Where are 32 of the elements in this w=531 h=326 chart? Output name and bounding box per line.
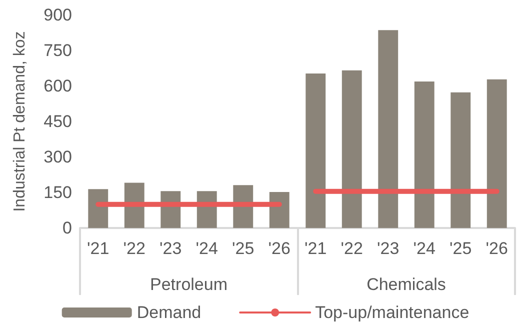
- y-tick-label: 0: [62, 218, 72, 238]
- bar: [342, 70, 362, 228]
- x-tick-label: '22: [340, 239, 363, 258]
- y-tick-label: 900: [44, 6, 72, 24]
- y-tick-label: 600: [44, 76, 72, 96]
- x-tick-label: '21: [304, 239, 327, 258]
- bar: [306, 73, 326, 228]
- text: Petroleum: [150, 275, 228, 294]
- bar: [378, 30, 398, 228]
- x-tick-label: '26: [486, 239, 508, 258]
- x-tick-label: '25: [450, 239, 472, 258]
- x-tick-label: '23: [377, 239, 400, 258]
- y-tick-label: 300: [44, 148, 72, 166]
- x-tick-label: '24: [196, 239, 218, 258]
- x-tick-label: '23: [160, 239, 182, 258]
- legend-label: Demand: [136, 303, 202, 322]
- y-axis-title: Industrial Pt demand, koz: [12, 31, 28, 212]
- bar: [450, 92, 471, 228]
- y-tick-label: 150: [44, 183, 72, 202]
- text: Chemicals: [366, 275, 446, 294]
- bar: [269, 192, 290, 228]
- x-tick-label: '24: [413, 239, 436, 258]
- x-tick-label: '22: [123, 239, 146, 258]
- y-tick-label: 450: [44, 112, 72, 131]
- bar: [486, 79, 507, 228]
- legend-label: Top-up/maintenance: [315, 303, 470, 322]
- x-tick-label: '25: [232, 239, 254, 258]
- bar: [414, 82, 434, 228]
- x-tick-label: '26: [268, 239, 290, 258]
- y-tick-label: 750: [44, 41, 72, 60]
- bar: [88, 189, 108, 228]
- x-tick-label: '21: [87, 239, 110, 258]
